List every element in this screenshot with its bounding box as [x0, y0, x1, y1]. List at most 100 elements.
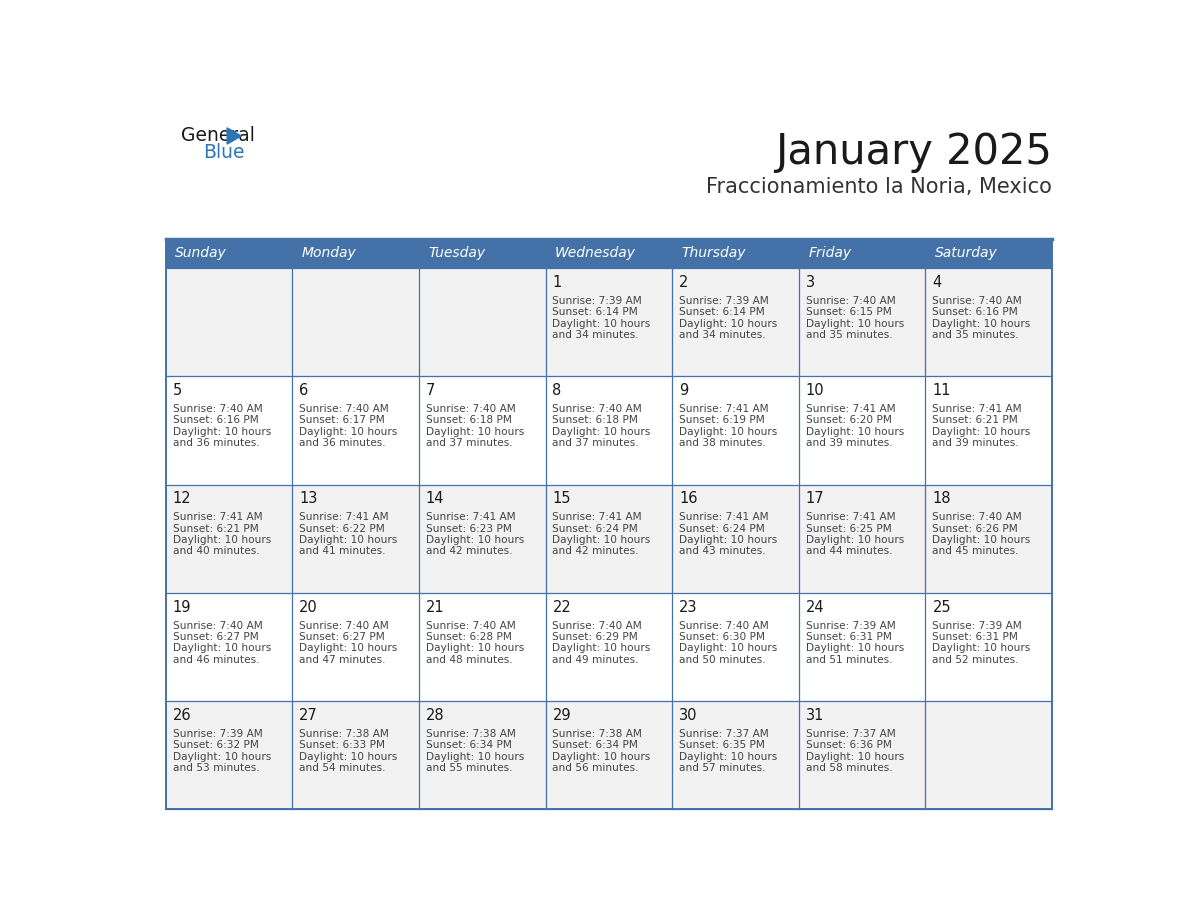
Text: Sunrise: 7:39 AM: Sunrise: 7:39 AM [933, 621, 1022, 631]
Text: 19: 19 [172, 599, 191, 615]
Bar [292, 593, 419, 701]
Text: Sunset: 6:14 PM: Sunset: 6:14 PM [552, 308, 638, 317]
Text: Sunset: 6:27 PM: Sunset: 6:27 PM [299, 632, 385, 642]
Bar [165, 268, 292, 376]
Text: Daylight: 10 hours: Daylight: 10 hours [805, 427, 904, 437]
Text: General: General [181, 126, 255, 145]
Text: Sunrise: 7:40 AM: Sunrise: 7:40 AM [299, 404, 388, 414]
Text: Sunset: 6:28 PM: Sunset: 6:28 PM [425, 632, 512, 642]
Text: Friday: Friday [808, 246, 852, 261]
Text: Sunset: 6:21 PM: Sunset: 6:21 PM [172, 523, 258, 533]
Bar [292, 701, 419, 810]
Bar [545, 701, 672, 810]
Text: and 34 minutes.: and 34 minutes. [552, 330, 639, 340]
Bar [165, 376, 292, 485]
Text: 29: 29 [552, 708, 571, 723]
Text: Daylight: 10 hours: Daylight: 10 hours [933, 644, 1031, 654]
Text: Sunrise: 7:41 AM: Sunrise: 7:41 AM [425, 512, 516, 522]
Text: 24: 24 [805, 599, 824, 615]
Polygon shape [227, 128, 241, 144]
Text: and 40 minutes.: and 40 minutes. [172, 546, 259, 556]
Bar [798, 376, 925, 485]
Text: Sunrise: 7:39 AM: Sunrise: 7:39 AM [680, 296, 769, 306]
Bar [798, 239, 925, 268]
Text: Sunrise: 7:38 AM: Sunrise: 7:38 AM [299, 729, 388, 739]
Text: Fraccionamiento la Noria, Mexico: Fraccionamiento la Noria, Mexico [707, 177, 1053, 197]
Text: and 52 minutes.: and 52 minutes. [933, 655, 1019, 665]
Text: Sunset: 6:24 PM: Sunset: 6:24 PM [680, 523, 765, 533]
Text: and 54 minutes.: and 54 minutes. [299, 763, 386, 773]
Text: Saturday: Saturday [935, 246, 998, 261]
Text: Blue: Blue [203, 143, 245, 162]
Text: January 2025: January 2025 [776, 131, 1053, 173]
Text: Thursday: Thursday [682, 246, 746, 261]
Text: Daylight: 10 hours: Daylight: 10 hours [425, 752, 524, 762]
Text: and 34 minutes.: and 34 minutes. [680, 330, 766, 340]
Text: Wednesday: Wednesday [555, 246, 636, 261]
Text: Sunrise: 7:40 AM: Sunrise: 7:40 AM [425, 621, 516, 631]
Text: Sunset: 6:35 PM: Sunset: 6:35 PM [680, 740, 765, 750]
Bar [925, 485, 1053, 593]
Text: and 47 minutes.: and 47 minutes. [299, 655, 386, 665]
Text: Sunset: 6:27 PM: Sunset: 6:27 PM [172, 632, 258, 642]
Text: 6: 6 [299, 383, 309, 398]
Text: Sunset: 6:18 PM: Sunset: 6:18 PM [552, 415, 638, 425]
Text: Sunrise: 7:41 AM: Sunrise: 7:41 AM [805, 404, 896, 414]
Text: 4: 4 [933, 274, 942, 290]
Bar [798, 268, 925, 376]
Text: Sunset: 6:15 PM: Sunset: 6:15 PM [805, 308, 891, 317]
Bar [672, 376, 798, 485]
Text: Sunset: 6:29 PM: Sunset: 6:29 PM [552, 632, 638, 642]
Text: 15: 15 [552, 491, 571, 507]
Bar [419, 376, 545, 485]
Text: Sunrise: 7:38 AM: Sunrise: 7:38 AM [425, 729, 516, 739]
Text: Sunset: 6:20 PM: Sunset: 6:20 PM [805, 415, 892, 425]
Text: 9: 9 [680, 383, 688, 398]
Text: Sunrise: 7:39 AM: Sunrise: 7:39 AM [172, 729, 263, 739]
Bar [672, 701, 798, 810]
Bar [292, 376, 419, 485]
Text: Daylight: 10 hours: Daylight: 10 hours [680, 427, 777, 437]
Text: and 39 minutes.: and 39 minutes. [805, 438, 892, 448]
Text: Sunset: 6:25 PM: Sunset: 6:25 PM [805, 523, 891, 533]
Bar [925, 268, 1053, 376]
Text: Daylight: 10 hours: Daylight: 10 hours [425, 644, 524, 654]
Text: Sunrise: 7:40 AM: Sunrise: 7:40 AM [552, 404, 643, 414]
Text: Sunrise: 7:40 AM: Sunrise: 7:40 AM [172, 404, 263, 414]
Text: 27: 27 [299, 708, 318, 723]
Bar [672, 485, 798, 593]
Text: Daylight: 10 hours: Daylight: 10 hours [172, 535, 271, 545]
Bar [672, 593, 798, 701]
Bar [798, 485, 925, 593]
Text: Sunrise: 7:40 AM: Sunrise: 7:40 AM [552, 621, 643, 631]
Text: 13: 13 [299, 491, 317, 507]
Text: Sunset: 6:19 PM: Sunset: 6:19 PM [680, 415, 765, 425]
Text: 5: 5 [172, 383, 182, 398]
Text: and 56 minutes.: and 56 minutes. [552, 763, 639, 773]
Bar [545, 593, 672, 701]
Text: Sunrise: 7:40 AM: Sunrise: 7:40 AM [425, 404, 516, 414]
Text: 8: 8 [552, 383, 562, 398]
Bar [798, 701, 925, 810]
Text: and 49 minutes.: and 49 minutes. [552, 655, 639, 665]
Bar [545, 239, 672, 268]
Text: 2: 2 [680, 274, 689, 290]
Bar [925, 376, 1053, 485]
Text: 28: 28 [425, 708, 444, 723]
Text: Sunset: 6:16 PM: Sunset: 6:16 PM [172, 415, 258, 425]
Text: Daylight: 10 hours: Daylight: 10 hours [933, 535, 1031, 545]
Text: and 43 minutes.: and 43 minutes. [680, 546, 766, 556]
Text: Sunset: 6:36 PM: Sunset: 6:36 PM [805, 740, 892, 750]
Text: 1: 1 [552, 274, 562, 290]
Text: and 53 minutes.: and 53 minutes. [172, 763, 259, 773]
Text: and 37 minutes.: and 37 minutes. [425, 438, 512, 448]
Text: and 36 minutes.: and 36 minutes. [172, 438, 259, 448]
Text: Daylight: 10 hours: Daylight: 10 hours [552, 752, 651, 762]
Text: Daylight: 10 hours: Daylight: 10 hours [425, 427, 524, 437]
Bar [419, 593, 545, 701]
Bar [925, 593, 1053, 701]
Text: 18: 18 [933, 491, 950, 507]
Text: Sunrise: 7:41 AM: Sunrise: 7:41 AM [933, 404, 1022, 414]
Text: Daylight: 10 hours: Daylight: 10 hours [172, 427, 271, 437]
Text: Sunset: 6:33 PM: Sunset: 6:33 PM [299, 740, 385, 750]
